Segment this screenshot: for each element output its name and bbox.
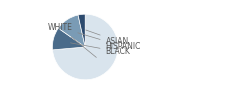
- Text: ASIAN: ASIAN: [86, 30, 129, 46]
- Text: BLACK: BLACK: [71, 43, 130, 56]
- Wedge shape: [58, 15, 85, 47]
- Text: WHITE: WHITE: [48, 24, 96, 57]
- Wedge shape: [78, 14, 85, 47]
- Wedge shape: [52, 28, 85, 50]
- Text: HISPANIC: HISPANIC: [78, 33, 141, 51]
- Wedge shape: [53, 14, 118, 80]
